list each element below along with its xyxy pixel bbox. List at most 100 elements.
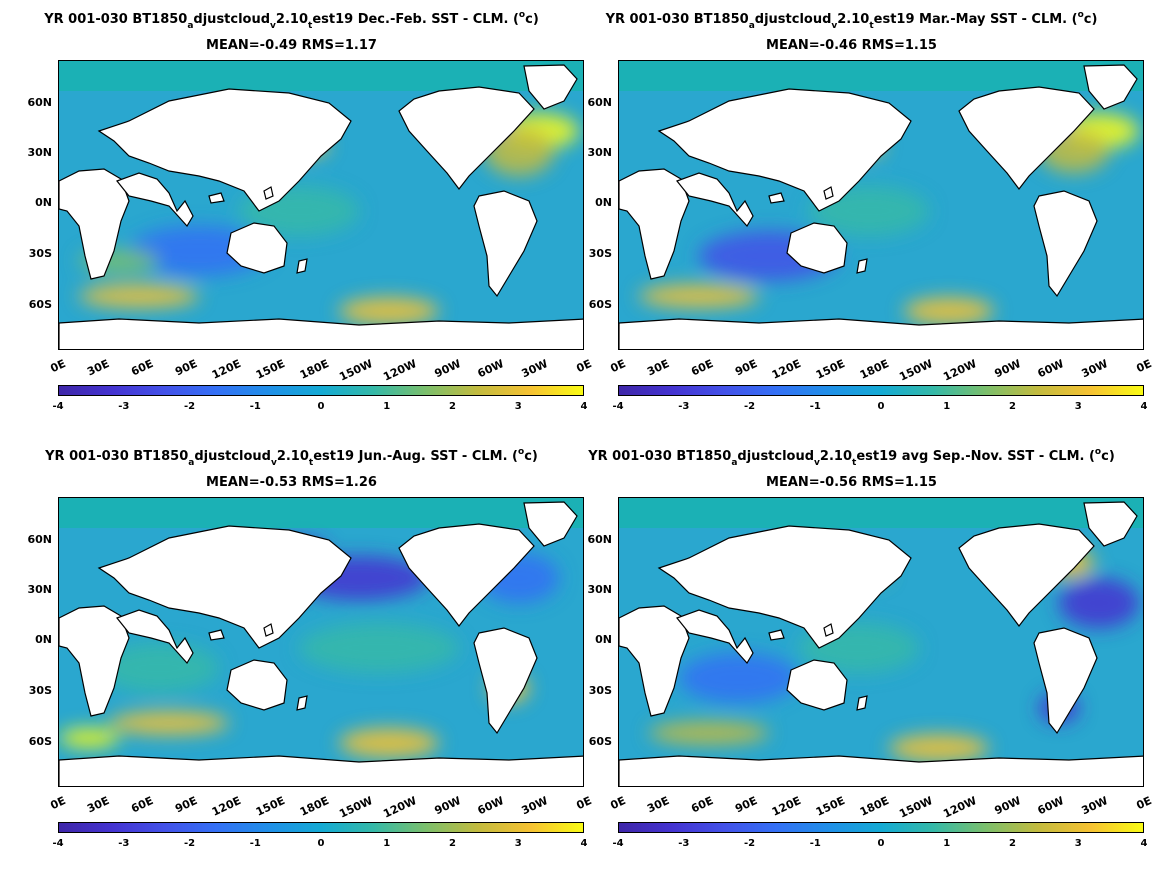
- lon-label: 120E: [210, 357, 244, 382]
- lon-label: 90W: [432, 794, 463, 818]
- sst-anomaly-map: [618, 60, 1144, 350]
- colorbar-tick: 0: [317, 401, 325, 412]
- lon-label: 90E: [172, 357, 199, 379]
- colorbar-tick: 0: [317, 838, 325, 849]
- colorbar-tick: 4: [1140, 838, 1148, 849]
- lon-label: 60W: [475, 794, 507, 818]
- colorbar-tick: 3: [514, 401, 522, 412]
- sst-anomaly-map: [618, 497, 1144, 787]
- colorbar-tick: -1: [809, 838, 821, 849]
- lat-label: 0N: [595, 196, 612, 209]
- colorbar-tick: 4: [580, 401, 588, 412]
- lon-label: 150E: [814, 794, 848, 819]
- colorbar-tick: 2: [1009, 401, 1016, 412]
- lat-label: 30N: [587, 146, 612, 159]
- colorbar-tick: 2: [449, 401, 456, 412]
- colorbar-tick: 4: [580, 838, 588, 849]
- colorbar-tick: 3: [1074, 401, 1082, 412]
- colorbar-tick: 1: [383, 838, 391, 849]
- lon-label: 60W: [1035, 794, 1067, 818]
- colorbar-tick: -3: [118, 838, 130, 849]
- colorbar: [618, 385, 1144, 396]
- lon-label: 60W: [1035, 357, 1067, 381]
- map-panel-1: YR 001-030 BT1850adjustcloudv2.10test19 …: [0, 0, 593, 437]
- colorbar-tick: 0: [877, 838, 885, 849]
- colorbar-tick: 0: [877, 401, 885, 412]
- colorbar-tick: -1: [249, 838, 261, 849]
- colorbar: [58, 385, 584, 396]
- lon-label: 90E: [172, 794, 199, 816]
- lon-label: 0E: [608, 357, 628, 376]
- lon-label: 90W: [992, 357, 1023, 381]
- colorbar-tick: -3: [678, 401, 690, 412]
- lon-label: 60E: [128, 794, 156, 816]
- lon-label: 30W: [519, 794, 551, 818]
- lon-label: 60E: [128, 357, 156, 379]
- lon-label: 180E: [297, 357, 331, 382]
- panel-title: YR 001-030 BT1850adjustcloudv2.10test19 …: [44, 10, 539, 31]
- sst-anomaly-map: [58, 497, 584, 787]
- lat-label: 0N: [595, 633, 612, 646]
- lon-label: 0E: [48, 794, 68, 813]
- lat-label: 60N: [587, 533, 612, 546]
- sst-anomaly-map: [58, 60, 584, 350]
- lon-label: 30E: [644, 794, 672, 816]
- panel-stats: MEAN=-0.49 RMS=1.17: [206, 38, 377, 53]
- colorbar-tick: -2: [183, 401, 196, 412]
- lon-label: 180E: [297, 794, 331, 819]
- lat-label: 30N: [27, 583, 52, 596]
- lon-label: 60W: [475, 357, 507, 381]
- panel-stats: MEAN=-0.56 RMS=1.15: [766, 475, 937, 490]
- lon-label: 120W: [380, 794, 419, 821]
- colorbar-tick: -1: [809, 401, 821, 412]
- lon-label: 90W: [432, 357, 463, 381]
- lat-label: 60S: [588, 735, 612, 748]
- lat-label: 60S: [28, 298, 52, 311]
- lat-label: 60S: [588, 298, 612, 311]
- map-panel-3: YR 001-030 BT1850adjustcloudv2.10test19 …: [0, 437, 593, 874]
- lon-label: 30E: [84, 794, 112, 816]
- lon-label: 30W: [1079, 794, 1111, 818]
- lat-label: 60N: [587, 96, 612, 109]
- colorbar-tick: -3: [678, 838, 690, 849]
- lat-label: 30S: [588, 247, 612, 260]
- lon-label: 180E: [857, 794, 891, 819]
- lon-label: 150E: [814, 357, 848, 382]
- lon-label: 120W: [940, 357, 979, 384]
- lat-label: 30S: [28, 684, 52, 697]
- lon-label: 90E: [732, 357, 759, 379]
- colorbar-tick: -4: [612, 838, 624, 849]
- colorbar: [58, 822, 584, 833]
- colorbar-tick: 3: [1074, 838, 1082, 849]
- lon-label: 120W: [380, 357, 419, 384]
- lon-label: 150W: [897, 357, 935, 384]
- lon-label: 30E: [84, 357, 112, 379]
- colorbar-tick: -4: [612, 401, 624, 412]
- lon-label: 150E: [254, 357, 288, 382]
- lat-label: 60N: [27, 96, 52, 109]
- colorbar-tick: 3: [514, 838, 522, 849]
- lat-label: 30N: [27, 146, 52, 159]
- lat-label: 60S: [28, 735, 52, 748]
- lat-label: 0N: [35, 196, 52, 209]
- lon-label: 30W: [519, 357, 551, 381]
- lon-label: 120E: [770, 794, 804, 819]
- colorbar-tick: 2: [1009, 838, 1016, 849]
- colorbar-tick: -1: [249, 401, 261, 412]
- lon-label: 90W: [992, 794, 1023, 818]
- lon-label: 0E: [1134, 357, 1154, 376]
- panel-title: YR 001-030 BT1850adjustcloudv2.10test19 …: [605, 10, 1098, 31]
- lat-label: 30S: [588, 684, 612, 697]
- lon-label: 120W: [940, 794, 979, 821]
- colorbar-tick: 2: [449, 838, 456, 849]
- lon-label: 180E: [857, 357, 891, 382]
- lon-label: 120E: [770, 357, 804, 382]
- colorbar-tick: -2: [743, 401, 756, 412]
- colorbar: [618, 822, 1144, 833]
- lon-label: 150W: [337, 794, 375, 821]
- map-panel-4: YR 001-030 BT1850adjustcloudv2.10test19 …: [560, 437, 1153, 874]
- colorbar-tick: -2: [743, 838, 756, 849]
- lon-label: 30E: [644, 357, 672, 379]
- colorbar-tick: 1: [943, 838, 951, 849]
- lat-label: 60N: [27, 533, 52, 546]
